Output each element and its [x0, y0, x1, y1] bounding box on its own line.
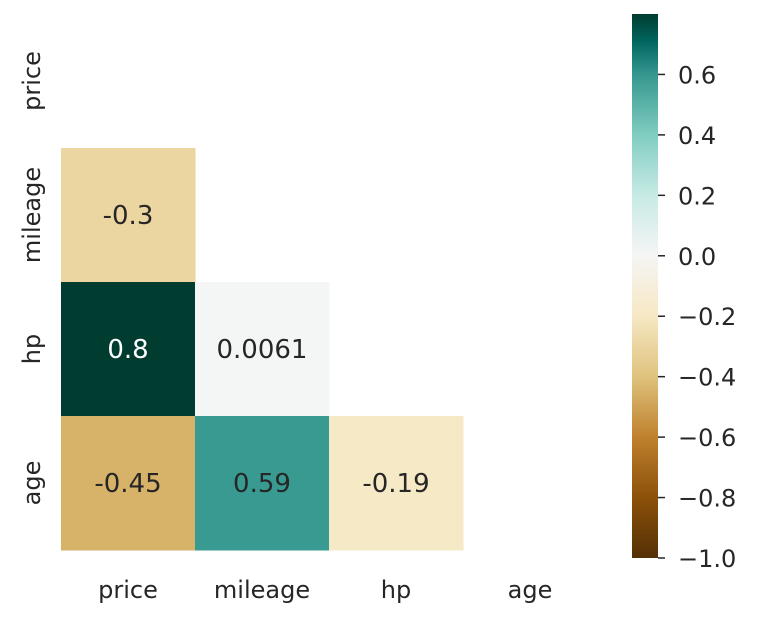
- x-tick-label-mileage: mileage: [214, 576, 310, 604]
- x-tick-label-price: price: [98, 576, 158, 604]
- heatmap-cell-age-price: [61, 416, 196, 551]
- x-tick-label-hp: hp: [381, 576, 411, 604]
- y-tick-label-mileage: mileage: [18, 167, 46, 263]
- cell-annotation-mileage-price: -0.3: [103, 201, 154, 231]
- colorbar-tick-label: 0.6: [678, 61, 716, 89]
- heatmap-cell-age-mileage: [195, 416, 330, 551]
- colorbar-tick-label: −0.6: [678, 424, 736, 452]
- x-axis-tick-labels: price mileage hp age: [98, 576, 552, 604]
- colorbar-gradient: [632, 14, 658, 558]
- y-tick-label-price: price: [18, 51, 46, 111]
- y-axis-tick-labels: price mileage hp age: [18, 51, 46, 505]
- colorbar-tick-label: −0.4: [678, 364, 736, 392]
- colorbar-tick-label: 0.2: [678, 182, 716, 210]
- colorbar-tick-label: 0.0: [678, 243, 716, 271]
- heatmap-cell-hp-mileage: [195, 282, 330, 417]
- cell-annotation-hp-price: 0.8: [107, 335, 148, 365]
- heatmap-cell-age-hp: [329, 416, 464, 551]
- colorbar-tick-label: 0.4: [678, 122, 716, 150]
- colorbar: 0.6 0.4 0.2 0.0 −0.2 −0.4 −0.6 −0.8 −1.0: [632, 14, 736, 573]
- cell-annotation-age-hp: -0.19: [362, 469, 429, 499]
- y-tick-label-hp: hp: [18, 334, 46, 364]
- heatmap-cell-hp-price: [61, 282, 196, 417]
- y-tick-label-age: age: [18, 461, 46, 506]
- heatmap-annotations: -0.3 0.8 0.0061 -0.45 0.59 -0.19: [94, 201, 429, 499]
- colorbar-tick-label: −0.2: [678, 303, 736, 331]
- colorbar-tick-label: −0.8: [678, 485, 736, 513]
- cell-annotation-hp-mileage: 0.0061: [217, 335, 308, 365]
- heatmap-cells: [61, 148, 464, 551]
- heatmap-cell-mileage-price: [61, 148, 196, 283]
- colorbar-ticks: 0.6 0.4 0.2 0.0 −0.2 −0.4 −0.6 −0.8 −1.0: [658, 61, 736, 573]
- cell-annotation-age-price: -0.45: [94, 469, 161, 499]
- colorbar-tick-label: −1.0: [678, 545, 736, 573]
- x-tick-label-age: age: [508, 576, 553, 604]
- cell-annotation-age-mileage: 0.59: [233, 469, 291, 499]
